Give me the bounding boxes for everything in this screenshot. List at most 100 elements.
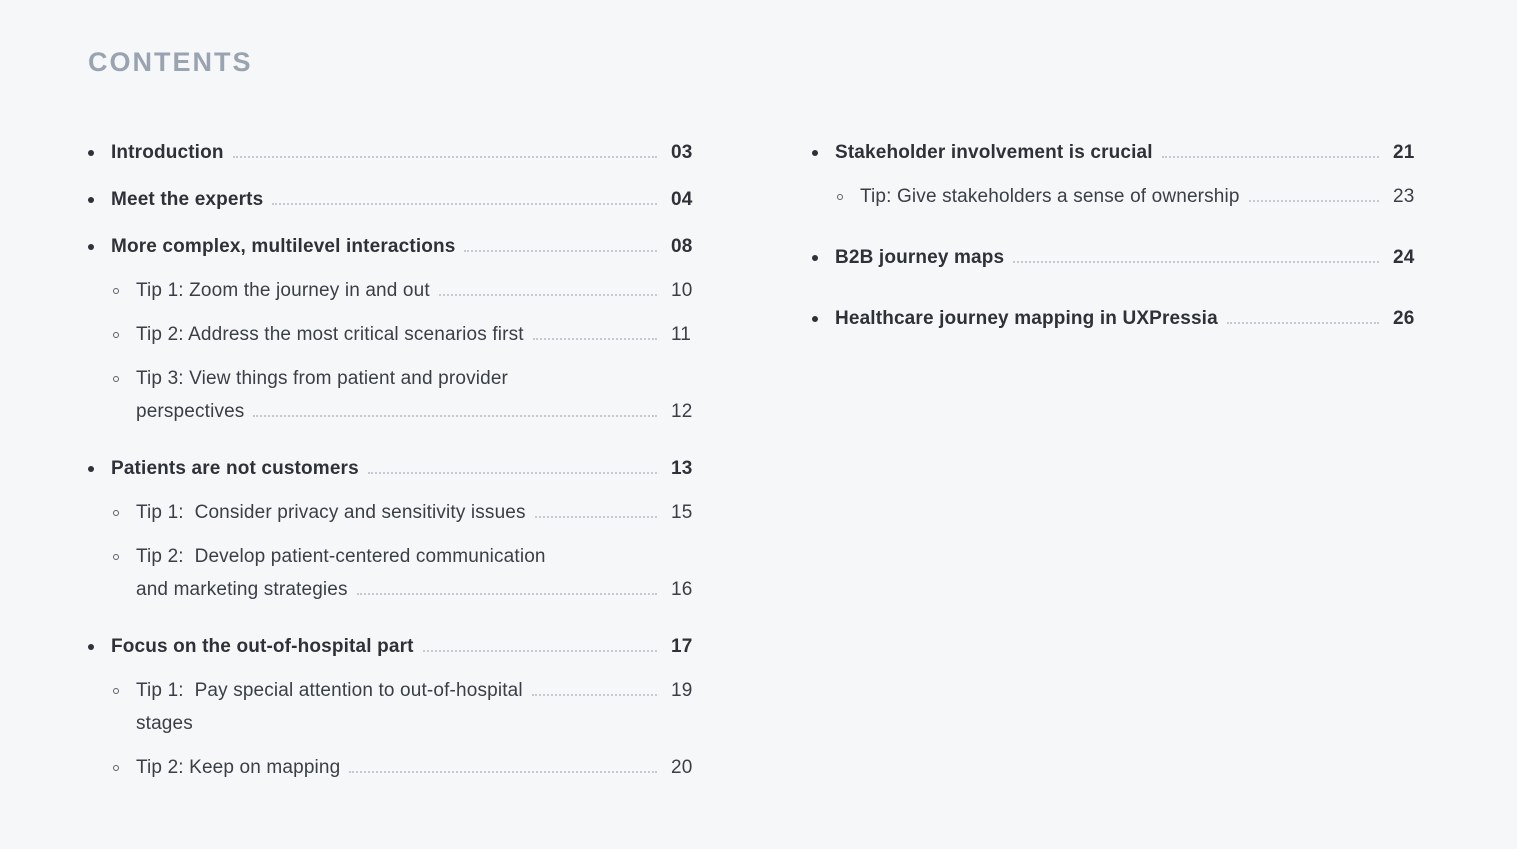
toc-link[interactable]: Tip: Give stakeholders a sense of owners… [860,180,1427,213]
toc-entry-label: Stakeholder involvement is crucial [835,142,1153,163]
dot-leader [349,771,657,773]
toc-column-left: Introduction 03 Meet the experts 04 [88,136,705,808]
toc-entry: Focus on the out-of-hospital part 17 [88,630,705,663]
toc-link[interactable]: Patients are not customers 13 [111,452,705,485]
toc-section: Focus on the out-of-hospital part 17 Tip… [88,630,705,784]
toc-entry-label: Tip 1: Pay special attention to out-of-h… [136,680,523,701]
toc-section: Stakeholder involvement is crucial 21 Ti… [812,136,1427,213]
toc-tip-entry: Tip 1: Consider privacy and sensitivity … [113,496,705,529]
page-number: 19 [671,680,693,701]
toc-link[interactable]: Meet the experts 04 [111,183,705,216]
page-number: 21 [1393,142,1415,163]
toc-link[interactable]: Introduction 03 [111,136,705,169]
toc-entry-label: Tip 2: Address the most critical scenari… [136,324,524,345]
toc-tip-entry: Tip 3: View things from patient and prov… [113,362,705,428]
circle-bullet-icon [113,318,136,351]
toc-columns: Introduction 03 Meet the experts 04 [88,136,1427,808]
toc-link[interactable]: Tip 2: Develop patient-centered communic… [136,540,705,573]
dot-leader [232,156,657,158]
toc-entry-label: Tip: Give stakeholders a sense of owners… [860,186,1240,207]
page-number: 10 [671,280,693,301]
dot-leader [367,472,657,474]
toc-entry: More complex, multilevel interactions 08 [88,230,705,263]
toc-section: B2B journey maps 24 [812,241,1427,274]
dot-leader [531,694,657,696]
toc-entry-label: Focus on the out-of-hospital part [111,636,414,657]
bullet-icon [812,241,835,274]
toc-link[interactable]: Tip 1: Consider privacy and sensitivity … [136,496,705,529]
toc-entry-label: stages [136,713,193,734]
page-number: 08 [671,236,693,257]
toc-entry-label: Tip 3: View things from patient and prov… [136,368,509,389]
circle-bullet-icon [113,751,136,784]
toc-entry-label: Meet the experts [111,189,264,210]
dot-leader [464,250,657,252]
circle-bullet-icon [837,180,860,213]
toc-column-right: Stakeholder involvement is crucial 21 Ti… [812,136,1427,808]
page-title: CONTENTS [88,47,253,77]
dot-leader [272,203,657,205]
bullet-icon [812,136,835,169]
page-number: 15 [671,502,693,523]
bullet-icon [88,183,111,216]
page-number: 04 [671,189,693,210]
toc-link[interactable]: More complex, multilevel interactions 08 [111,230,705,263]
toc-entry: Patients are not customers 13 [88,452,705,485]
bullet-icon [88,630,111,663]
dot-leader [532,338,657,340]
dot-leader [422,650,657,652]
toc-tip-entry: Tip 1: Pay special attention to out-of-h… [113,674,705,740]
page-number: 03 [671,142,693,163]
page-number: 17 [671,636,693,657]
toc-link[interactable]: Tip 2: Keep on mapping 20 [136,751,705,784]
toc-entry: Healthcare journey mapping in UXPressia … [812,302,1427,335]
toc-link[interactable]: and marketing strategies 16 [136,573,705,606]
toc-entry-label: perspectives [136,401,245,422]
toc-entry-label: and marketing strategies [136,579,348,600]
tips-list: Tip: Give stakeholders a sense of owners… [812,180,1427,213]
page-number: 11 [671,324,692,345]
toc-entry-label: B2B journey maps [835,247,1005,268]
toc-entry-label: Tip 2: Keep on mapping [136,757,341,778]
toc-section: Patients are not customers 13 Tip 1: Con… [88,452,705,606]
toc-entry-label: Tip 1: Consider privacy and sensitivity … [136,502,526,523]
contents-page: CONTENTS Introduction 03 Meet the expert… [0,0,1517,808]
dot-leader [356,593,657,595]
toc-link[interactable]: Focus on the out-of-hospital part 17 [111,630,705,663]
toc-entry: B2B journey maps 24 [812,241,1427,274]
tips-list: Tip 1: Consider privacy and sensitivity … [88,496,705,606]
circle-bullet-icon [113,674,136,707]
toc-entry-label: Healthcare journey mapping in UXPressia [835,308,1218,329]
toc-tip-entry: Tip 2: Keep on mapping 20 [113,751,705,784]
dot-leader [438,294,657,296]
page-number: 16 [671,579,693,600]
toc-tip-entry: Tip 1: Zoom the journey in and out 10 [113,274,705,307]
dot-leader [1226,322,1379,324]
toc-tip-entry: Tip: Give stakeholders a sense of owners… [837,180,1427,213]
toc-section: Healthcare journey mapping in UXPressia … [812,302,1427,335]
toc-entry-label: Introduction [111,142,224,163]
toc-entry-label: More complex, multilevel interactions [111,236,456,257]
toc-link[interactable]: perspectives 12 [136,395,705,428]
toc-entry: Stakeholder involvement is crucial 21 [812,136,1427,169]
bullet-icon [88,136,111,169]
toc-link[interactable]: Tip 1: Zoom the journey in and out 10 [136,274,705,307]
toc-link[interactable]: B2B journey maps 24 [835,241,1427,274]
toc-link[interactable]: Tip 1: Pay special attention to out-of-h… [136,674,705,707]
toc-link[interactable]: stages [136,707,705,740]
toc-link[interactable]: Healthcare journey mapping in UXPressia … [835,302,1427,335]
toc-entry-label: Patients are not customers [111,458,359,479]
bullet-icon [88,452,111,485]
dot-leader [1248,200,1379,202]
tips-list: Tip 1: Zoom the journey in and out 10 Ti… [88,274,705,428]
toc-section: Introduction 03 [88,136,705,169]
circle-bullet-icon [113,274,136,307]
toc-link[interactable]: Tip 3: View things from patient and prov… [136,362,705,395]
toc-link[interactable]: Stakeholder involvement is crucial 21 [835,136,1427,169]
dot-leader [253,415,657,417]
toc-entry-label: Tip 1: Zoom the journey in and out [136,280,430,301]
page-number: 12 [671,401,693,422]
bullet-icon [812,302,835,335]
toc-link[interactable]: Tip 2: Address the most critical scenari… [136,318,705,351]
circle-bullet-icon [113,362,136,395]
